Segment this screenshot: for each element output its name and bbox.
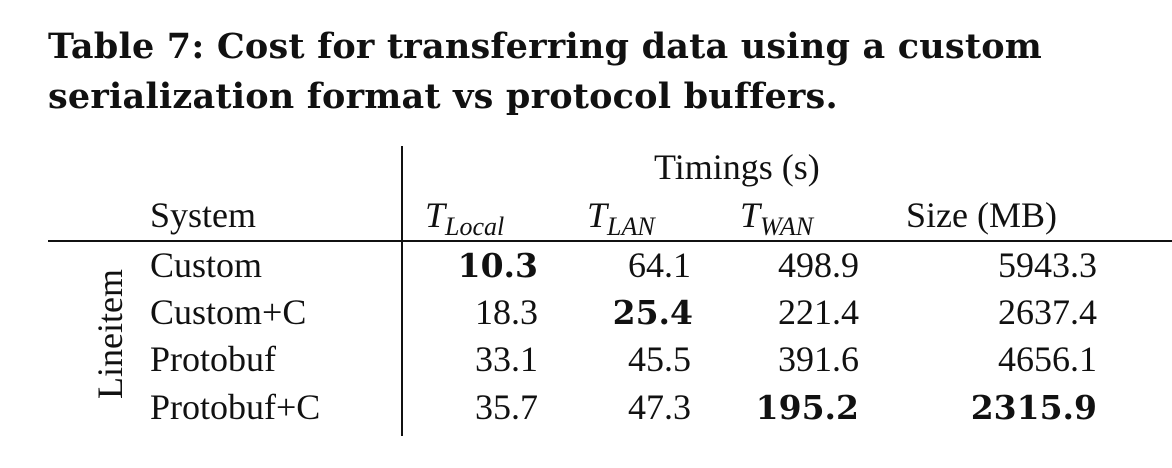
header-t-wan-base: T <box>740 195 761 235</box>
header-rule <box>48 240 1172 242</box>
header-size: Size (MB) <box>906 195 1057 235</box>
cell-t-lan-1: 25.4 <box>612 293 693 332</box>
header-t-local-base: T <box>425 195 446 235</box>
cell-size-1: 2637.4 <box>998 292 1097 332</box>
cell-t-wan-0: 498.9 <box>778 245 859 285</box>
cell-t-local-0: 10.3 <box>457 246 538 285</box>
header-t-lan-base: T <box>587 195 608 235</box>
cell-t-wan-3: 195.2 <box>755 388 859 427</box>
cell-size-2: 4656.1 <box>998 339 1097 379</box>
header-t-wan: TWAN <box>740 194 813 242</box>
header-t-wan-sub: WAN <box>760 212 814 241</box>
header-t-local-sub: Local <box>445 212 505 241</box>
cell-t-wan-2: 391.6 <box>778 339 859 379</box>
header-system: System <box>150 195 257 235</box>
cell-system-3: Protobuf+C <box>150 387 321 427</box>
cell-t-lan-2: 45.5 <box>628 339 691 379</box>
cell-t-lan-3: 47.3 <box>628 387 691 427</box>
timings-group-header: Timings (s) <box>654 147 820 187</box>
cell-system-0: Custom <box>150 245 263 285</box>
cell-t-local-3: 35.7 <box>475 387 538 427</box>
cell-system-1: Custom+C <box>150 292 307 332</box>
header-t-lan-sub: LAN <box>607 212 655 241</box>
cell-system-2: Protobuf <box>150 339 276 379</box>
cell-t-wan-1: 221.4 <box>778 292 859 332</box>
header-t-lan: TLAN <box>587 194 655 242</box>
cell-size-0: 5943.3 <box>998 245 1097 285</box>
cell-size-3: 2315.9 <box>970 388 1097 427</box>
row-group-label: Lineitem <box>90 269 130 399</box>
table-caption: Table 7: Cost for transferring data usin… <box>48 26 1042 117</box>
cell-t-lan-0: 64.1 <box>628 245 691 285</box>
cell-t-local-1: 18.3 <box>475 292 538 332</box>
cell-t-local-2: 33.1 <box>475 339 538 379</box>
header-t-local: TLocal <box>425 194 504 242</box>
column-separator <box>401 146 403 436</box>
